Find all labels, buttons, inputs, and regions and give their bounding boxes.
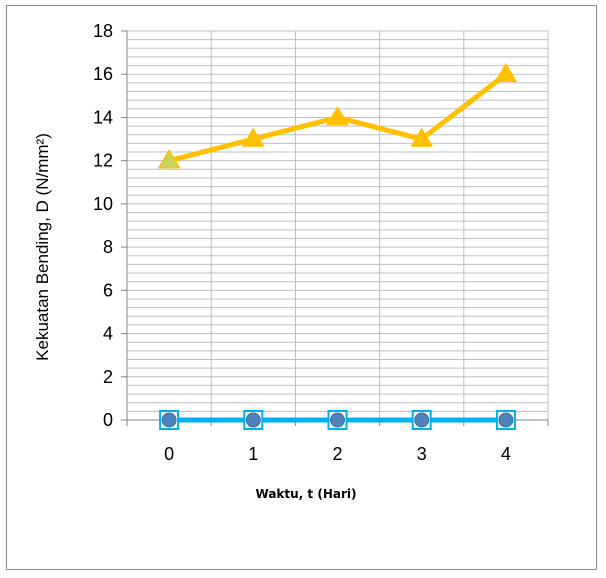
y-tick-label: 16 [93,64,113,84]
data-point-marker [159,410,180,430]
data-point-marker [157,149,181,169]
marker-circle [161,412,177,428]
x-tick-label: 0 [164,444,174,464]
series-2 [159,410,516,430]
data-point-marker [327,410,348,430]
y-axis-title: Kekuatan Bending, D (N/mm²) [33,133,52,361]
data-point-marker [495,410,516,430]
y-tick-label: 4 [103,324,113,344]
y-tick-label: 12 [93,151,113,171]
data-point-marker [494,62,518,82]
y-tick-label: 14 [93,107,113,127]
data-point-marker [241,127,265,147]
marker-circle [245,412,261,428]
marker-circle [330,412,345,428]
y-tick-label: 6 [103,280,113,300]
y-tick-label: 0 [103,410,113,430]
series-1 [157,62,518,169]
marker-circle [498,412,514,428]
x-tick-label: 1 [248,444,258,464]
series-group [157,62,518,430]
x-axis-title: Waktu, t (Hari) [256,487,357,501]
y-tick-label: 18 [93,21,113,41]
marker-circle [414,412,430,428]
data-point-marker [243,410,264,430]
y-tick-label: 8 [103,237,113,257]
x-tick-labels: 0 1 2 3 4 [164,444,511,464]
x-tick-label: 2 [332,444,342,464]
data-point-marker [411,410,432,430]
y-tick-label: 10 [93,194,113,214]
y-tick-labels: 0 2 4 6 8 10 12 14 16 18 [93,21,113,430]
x-tick-label: 3 [417,444,427,464]
x-tick-label: 4 [501,444,511,464]
y-tick-label: 2 [103,367,113,387]
data-point-marker [326,105,349,126]
data-point-marker [410,127,434,147]
chart-frame [6,5,597,570]
